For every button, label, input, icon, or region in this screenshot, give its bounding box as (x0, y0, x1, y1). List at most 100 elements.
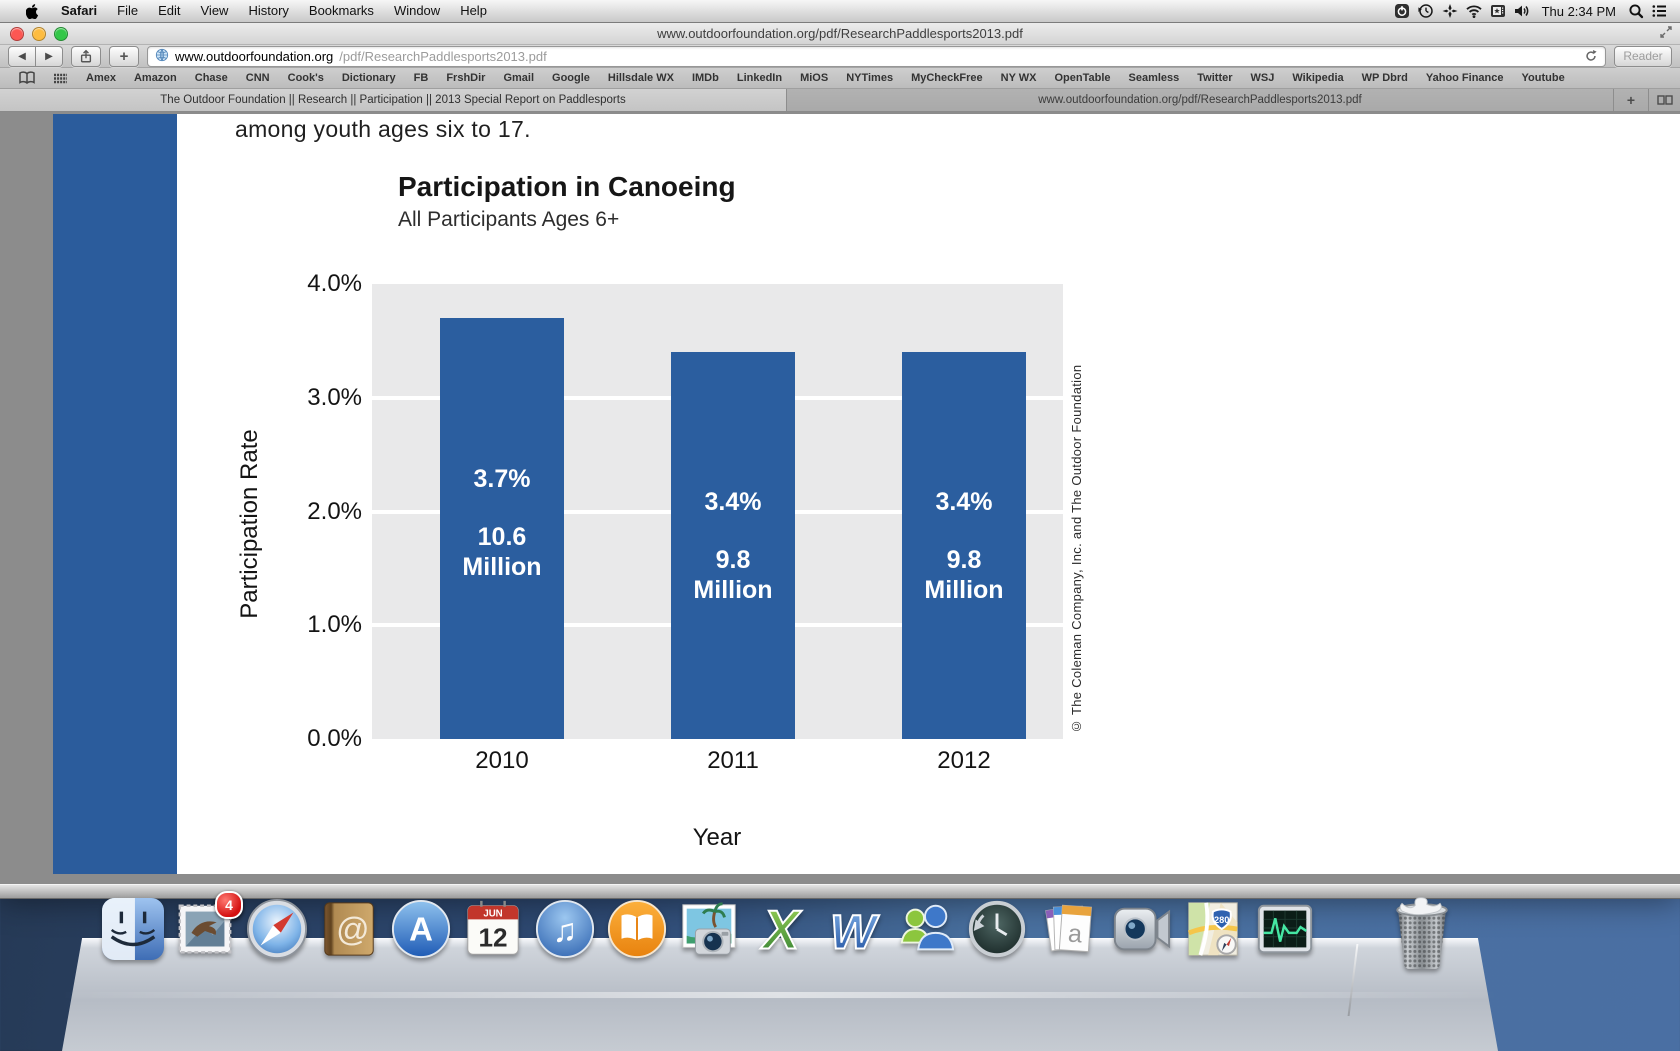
apple-menu-icon[interactable] (14, 3, 51, 19)
history-nav-group: ◀ ▶ (8, 45, 63, 67)
maps-icon[interactable]: 280 (1182, 898, 1244, 960)
tab-1[interactable]: The Outdoor Foundation || Research || Pa… (0, 89, 787, 111)
add-bookmark-button[interactable]: + (109, 45, 139, 67)
status-icons (1390, 2, 1534, 20)
pdf-blue-sidebar (53, 114, 177, 874)
window-bottom-edge (0, 884, 1680, 899)
trash-icon[interactable] (1388, 892, 1456, 970)
bookmark-mios[interactable]: MiOS (800, 72, 829, 84)
iphoto-icon[interactable] (678, 898, 740, 960)
menu-item-help[interactable]: Help (460, 3, 487, 18)
bookmark-cook-s[interactable]: Cook's (287, 72, 324, 84)
bookmark-wsj[interactable]: WSJ (1250, 72, 1275, 84)
bookmark-google[interactable]: Google (552, 72, 590, 84)
bookmark-wp-dbrd[interactable]: WP Dbrd (1361, 72, 1408, 84)
bookmark-youtube[interactable]: Youtube (1521, 72, 1565, 84)
contacts-icon[interactable]: @ (318, 898, 380, 960)
power-status-icon[interactable] (1390, 2, 1414, 20)
dock-shelf-shine (62, 992, 1498, 998)
browser-toolbar: ◀ ▶ + www.outdoorfoundation.org/pdf/Rese… (0, 45, 1680, 68)
reader-button[interactable]: Reader (1614, 45, 1672, 67)
bookmark-frshdir[interactable]: FrshDir (446, 72, 486, 84)
share-button[interactable] (71, 45, 101, 67)
top-sites-grid-icon[interactable] (44, 72, 77, 85)
input-source-status-icon[interactable] (1486, 2, 1510, 20)
bookmark-hillsdale-wx[interactable]: Hillsdale WX (607, 72, 674, 84)
svg-text:@: @ (336, 911, 369, 948)
menu-item-edit[interactable]: Edit (158, 3, 181, 18)
menu-bar: Safari File Edit View History Bookmarks Window… (0, 0, 1680, 23)
calendar-icon[interactable]: JUN 12 (462, 898, 524, 960)
bookmark-imdb[interactable]: IMDb (691, 72, 719, 84)
spotlight-icon[interactable] (1624, 2, 1648, 20)
itunes-icon[interactable]: ♫ (534, 898, 596, 960)
time-machine-status-icon[interactable] (1414, 2, 1438, 20)
new-tab-button[interactable]: + (1614, 89, 1649, 111)
excel-icon[interactable]: X (750, 898, 812, 960)
bookmark-items: Amex Amazon Chase CNN Cook's Dictionary FB Frsh… (77, 72, 1574, 84)
activity-monitor-icon[interactable] (1254, 898, 1316, 960)
menu-item-safari[interactable]: Safari (61, 3, 98, 18)
tab-bar: The Outdoor Foundation || Research || Pa… (0, 89, 1680, 112)
forward-button[interactable]: ▶ (36, 45, 63, 67)
bookmark-nytimes[interactable]: NYTimes (846, 72, 894, 84)
facetime-icon[interactable] (1110, 898, 1172, 960)
notification-center-icon[interactable] (1648, 2, 1672, 20)
bookmarks-book-icon[interactable] (10, 71, 44, 85)
window-title-bar[interactable]: www.outdoorfoundation.org/pdf/ResearchPa… (0, 22, 1680, 45)
menu-item-window[interactable]: Window (393, 3, 441, 18)
y-tick-label: 2.0% (307, 497, 362, 525)
app-store-icon[interactable]: A (390, 898, 452, 960)
bookmark-twitter[interactable]: Twitter (1197, 72, 1233, 84)
menu-bar-status-area: Thu 2:34 PM (1390, 0, 1680, 22)
bookmark-dictionary[interactable]: Dictionary (341, 72, 396, 84)
bookmark-amazon[interactable]: Amazon (133, 72, 177, 84)
fullscreen-icon[interactable] (1660, 26, 1672, 41)
word-icon[interactable]: W (822, 898, 884, 960)
window-title: www.outdoorfoundation.org/pdf/ResearchPa… (657, 25, 1023, 41)
bar-amount-line: 10.6 (477, 523, 527, 552)
finder-icon[interactable] (102, 898, 164, 960)
mail-icon[interactable]: 4 (174, 891, 243, 960)
back-button[interactable]: ◀ (8, 45, 36, 67)
bookmark-seamless[interactable]: Seamless (1128, 72, 1180, 84)
messenger-icon[interactable] (894, 898, 956, 960)
bookmark-cnn[interactable]: CNN (245, 72, 270, 84)
bookmark-yahoo-finance[interactable]: Yahoo Finance (1425, 72, 1504, 84)
y-tick-label: 0.0% (307, 725, 362, 752)
bookmark-opentable[interactable]: OpenTable (1054, 72, 1111, 84)
wifi-status-icon[interactable] (1462, 2, 1486, 20)
bookmark-chase[interactable]: Chase (194, 72, 228, 84)
sparkle-status-icon[interactable] (1438, 2, 1462, 20)
chart-y-axis-label: Participation Rate (236, 429, 263, 619)
menu-item-bookmarks[interactable]: Bookmarks (308, 3, 374, 18)
menu-item-view[interactable]: View (200, 3, 229, 18)
bar-amount-line: 9.8 (946, 545, 982, 574)
zoom-window-button[interactable] (54, 27, 68, 41)
bookmark-mycheckfree[interactable]: MyCheckFree (911, 72, 983, 84)
bookmark-amex[interactable]: Amex (86, 72, 116, 84)
bookmark-fb[interactable]: FB (413, 72, 429, 84)
bookmark-ny-wx[interactable]: NY WX (1000, 72, 1037, 84)
bookmark-wikipedia[interactable]: Wikipedia (1292, 72, 1344, 84)
documents-stack-icon[interactable]: a (1038, 898, 1100, 960)
svg-text:280: 280 (1214, 915, 1229, 925)
bookmark-gmail[interactable]: Gmail (503, 72, 535, 84)
volume-status-icon[interactable] (1510, 2, 1534, 20)
menu-bar-clock[interactable]: Thu 2:34 PM (1541, 3, 1616, 19)
bookmark-linkedin[interactable]: LinkedIn (736, 72, 783, 84)
menu-item-history[interactable]: History (248, 3, 289, 18)
reload-icon[interactable] (1584, 49, 1598, 63)
menu-items: Safari File Edit View History Bookmarks Window… (0, 0, 497, 22)
svg-text:JUN: JUN (483, 908, 502, 919)
close-window-button[interactable] (10, 27, 24, 41)
tab-2[interactable]: www.outdoorfoundation.org/pdf/ResearchPa… (787, 89, 1614, 111)
show-all-tabs-button[interactable] (1649, 89, 1680, 111)
time-machine-icon[interactable] (966, 898, 1028, 960)
address-bar[interactable]: www.outdoorfoundation.org/pdf/ResearchPa… (147, 45, 1606, 67)
y-tick-label: 4.0% (307, 270, 362, 297)
minimize-window-button[interactable] (32, 27, 46, 41)
menu-item-file[interactable]: File (117, 3, 139, 18)
safari-icon[interactable] (246, 898, 308, 960)
ibooks-icon[interactable] (606, 898, 668, 960)
